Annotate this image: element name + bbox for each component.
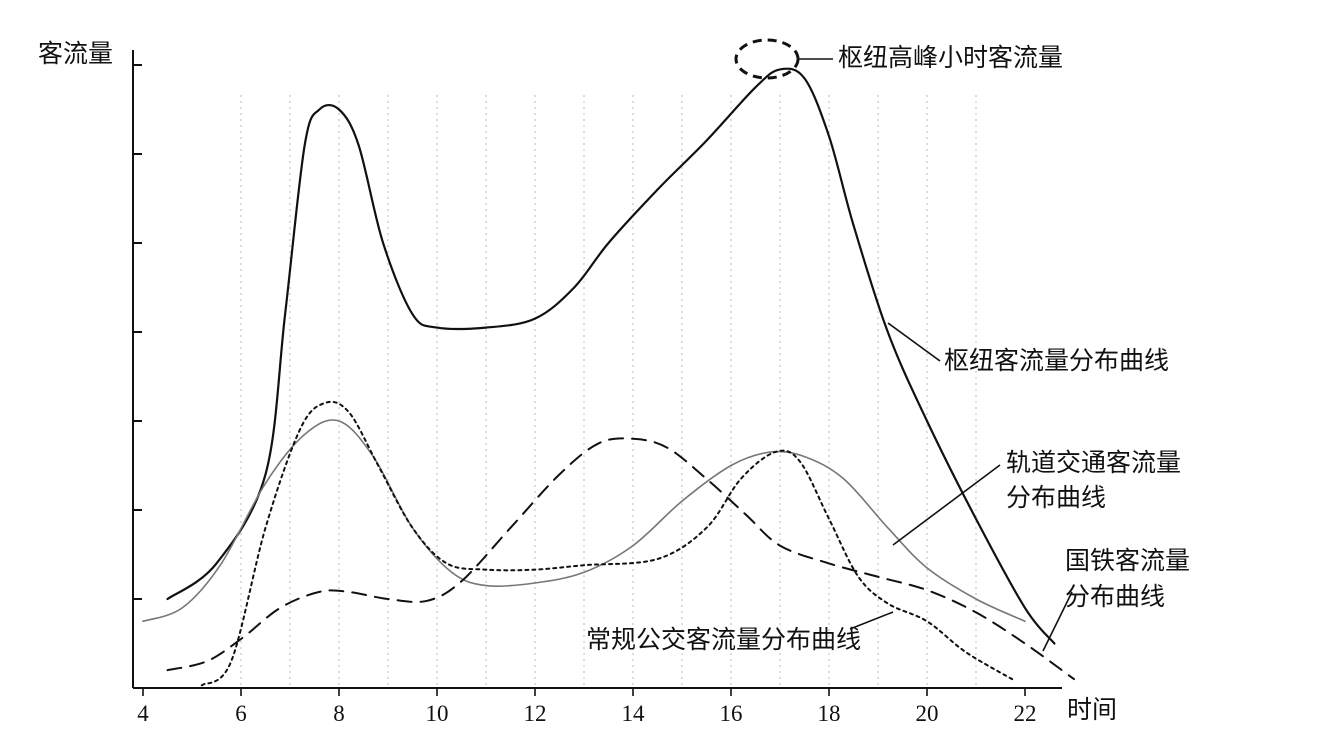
x-tick-label-6: 6 [235, 701, 247, 726]
peak-annotation: 枢纽高峰小时客流量 [838, 43, 1063, 72]
annotations: 枢纽高峰小时客流量 枢纽客流量分布曲线 轨道交通客流量 分布曲线 国铁客流量 分… [586, 38, 1190, 654]
rail-leader-line [892, 464, 1001, 546]
series-lines [142, 67, 1075, 687]
x-tick-label-12: 12 [524, 701, 547, 726]
series-line-3 [200, 400, 1017, 687]
x-tick-label-4: 4 [137, 701, 149, 726]
x-tick-label-22: 22 [1014, 701, 1037, 726]
x-tick-label-8: 8 [333, 701, 345, 726]
hub-annotation: 枢纽客流量分布曲线 [944, 346, 1169, 375]
rail-annotation-line1: 轨道交通客流量 [1006, 448, 1181, 477]
rail-annotation-line2: 分布曲线 [1006, 483, 1106, 512]
bus-leader-line [849, 611, 894, 630]
y-ticks [133, 64, 142, 600]
series-line-1 [166, 67, 1056, 645]
x-tick-label-16: 16 [720, 701, 743, 726]
vertical-grid [240, 95, 977, 688]
peak-marker-ellipse [734, 38, 800, 80]
axes [132, 50, 1062, 689]
x-tick-label-18: 18 [818, 701, 841, 726]
railway-leader-line [1042, 591, 1073, 652]
x-ticks: 4 6 8 10 12 14 16 18 20 22 [137, 688, 1037, 726]
hub-leader-line [887, 322, 941, 362]
x-axis-title: 时间 [1067, 695, 1117, 724]
y-axis-title: 客流量 [38, 39, 113, 68]
series-line-2 [142, 419, 1026, 623]
x-tick-label-14: 14 [622, 701, 646, 726]
x-tick-label-10: 10 [426, 701, 449, 726]
bus-annotation: 常规公交客流量分布曲线 [586, 625, 861, 654]
railway-annotation-line1: 国铁客流量 [1065, 546, 1190, 575]
railway-annotation-line2: 分布曲线 [1065, 582, 1165, 611]
series-line-4 [166, 437, 1075, 681]
x-tick-label-20: 20 [916, 701, 939, 726]
